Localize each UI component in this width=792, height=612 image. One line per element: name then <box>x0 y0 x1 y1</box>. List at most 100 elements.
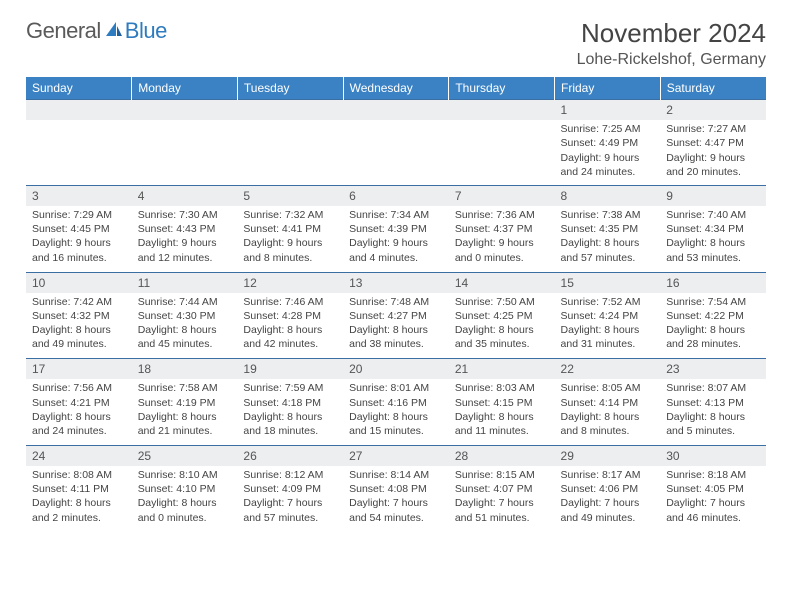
day-detail-cell <box>343 120 449 185</box>
day-detail-row: Sunrise: 7:29 AMSunset: 4:45 PM Daylight:… <box>26 206 766 272</box>
day-number-cell: 27 <box>343 445 449 466</box>
sunset-text: Sunset: 4:22 PM <box>666 309 760 323</box>
daylight-text: and 45 minutes. <box>138 337 232 351</box>
sunset-text: Sunset: 4:37 PM <box>455 222 549 236</box>
sunrise-text: Sunrise: 7:56 AM <box>32 381 126 395</box>
daylight-text: Daylight: 9 hours <box>666 151 760 165</box>
sunrise-text: Sunrise: 7:46 AM <box>243 295 337 309</box>
calendar-table: Sunday Monday Tuesday Wednesday Thursday… <box>26 77 766 532</box>
daylight-text: and 12 minutes. <box>138 251 232 265</box>
sunset-text: Sunset: 4:41 PM <box>243 222 337 236</box>
sunrise-text: Sunrise: 7:29 AM <box>32 208 126 222</box>
daylight-text: Daylight: 9 hours <box>349 236 443 250</box>
day-detail-cell: Sunrise: 7:30 AMSunset: 4:43 PMDaylight:… <box>132 206 238 272</box>
sunrise-text: Sunrise: 7:44 AM <box>138 295 232 309</box>
daylight-text: Daylight: 8 hours <box>32 496 126 510</box>
day-detail-cell: Sunrise: 8:05 AMSunset: 4:14 PMDaylight:… <box>555 379 661 445</box>
day-number-cell: 17 <box>26 359 132 380</box>
day-detail-cell: Sunrise: 7:42 AMSunset: 4:32 PMDaylight:… <box>26 293 132 359</box>
weekday-header: Tuesday <box>237 77 343 100</box>
day-number-cell: 12 <box>237 272 343 293</box>
day-number-cell: 20 <box>343 359 449 380</box>
day-number-row: 17181920212223 <box>26 359 766 380</box>
daylight-text: Daylight: 7 hours <box>243 496 337 510</box>
day-detail-cell: Sunrise: 7:40 AMSunset: 4:34 PMDaylight:… <box>660 206 766 272</box>
day-detail-cell: Sunrise: 8:01 AMSunset: 4:16 PMDaylight:… <box>343 379 449 445</box>
daylight-text: and 53 minutes. <box>666 251 760 265</box>
day-number-cell <box>449 100 555 121</box>
sunrise-text: Sunrise: 8:05 AM <box>561 381 655 395</box>
daylight-text: and 0 minutes. <box>455 251 549 265</box>
sunset-text: Sunset: 4:25 PM <box>455 309 549 323</box>
day-detail-cell: Sunrise: 7:25 AMSunset: 4:49 PMDaylight:… <box>555 120 661 185</box>
sail-icon <box>104 18 124 44</box>
daylight-text: and 4 minutes. <box>349 251 443 265</box>
day-detail-cell: Sunrise: 7:54 AMSunset: 4:22 PMDaylight:… <box>660 293 766 359</box>
day-number-cell: 21 <box>449 359 555 380</box>
sunset-text: Sunset: 4:16 PM <box>349 396 443 410</box>
day-number-row: 24252627282930 <box>26 445 766 466</box>
day-number-cell: 23 <box>660 359 766 380</box>
day-detail-cell: Sunrise: 7:29 AMSunset: 4:45 PMDaylight:… <box>26 206 132 272</box>
daylight-text: and 2 minutes. <box>32 511 126 525</box>
sunrise-text: Sunrise: 8:08 AM <box>32 468 126 482</box>
sunrise-text: Sunrise: 8:10 AM <box>138 468 232 482</box>
daylight-text: and 54 minutes. <box>349 511 443 525</box>
day-number-cell: 10 <box>26 272 132 293</box>
sunset-text: Sunset: 4:43 PM <box>138 222 232 236</box>
day-number-cell: 30 <box>660 445 766 466</box>
day-detail-cell <box>132 120 238 185</box>
daylight-text: Daylight: 8 hours <box>32 410 126 424</box>
weekday-header: Thursday <box>449 77 555 100</box>
daylight-text: and 57 minutes. <box>561 251 655 265</box>
daylight-text: and 35 minutes. <box>455 337 549 351</box>
daylight-text: Daylight: 8 hours <box>243 323 337 337</box>
day-detail-cell: Sunrise: 8:07 AMSunset: 4:13 PMDaylight:… <box>660 379 766 445</box>
daylight-text: and 5 minutes. <box>666 424 760 438</box>
sunset-text: Sunset: 4:27 PM <box>349 309 443 323</box>
day-detail-cell: Sunrise: 7:36 AMSunset: 4:37 PMDaylight:… <box>449 206 555 272</box>
daylight-text: Daylight: 8 hours <box>561 410 655 424</box>
day-detail-cell <box>449 120 555 185</box>
day-number-cell <box>343 100 449 121</box>
sunset-text: Sunset: 4:30 PM <box>138 309 232 323</box>
daylight-text: and 49 minutes. <box>561 511 655 525</box>
sunrise-text: Sunrise: 7:52 AM <box>561 295 655 309</box>
sunset-text: Sunset: 4:34 PM <box>666 222 760 236</box>
day-detail-row: Sunrise: 7:25 AMSunset: 4:49 PMDaylight:… <box>26 120 766 185</box>
sunrise-text: Sunrise: 7:40 AM <box>666 208 760 222</box>
sunrise-text: Sunrise: 8:15 AM <box>455 468 549 482</box>
day-number-cell: 24 <box>26 445 132 466</box>
sunrise-text: Sunrise: 8:17 AM <box>561 468 655 482</box>
daylight-text: and 28 minutes. <box>666 337 760 351</box>
day-detail-cell: Sunrise: 7:58 AMSunset: 4:19 PMDaylight:… <box>132 379 238 445</box>
daylight-text: and 46 minutes. <box>666 511 760 525</box>
sunrise-text: Sunrise: 7:27 AM <box>666 122 760 136</box>
day-number-row: 3456789 <box>26 185 766 206</box>
daylight-text: and 8 minutes. <box>243 251 337 265</box>
daylight-text: and 42 minutes. <box>243 337 337 351</box>
day-number-cell: 26 <box>237 445 343 466</box>
day-detail-cell: Sunrise: 8:17 AMSunset: 4:06 PMDaylight:… <box>555 466 661 532</box>
sunrise-text: Sunrise: 8:14 AM <box>349 468 443 482</box>
day-number-cell: 3 <box>26 185 132 206</box>
day-detail-cell: Sunrise: 7:59 AMSunset: 4:18 PMDaylight:… <box>237 379 343 445</box>
sunset-text: Sunset: 4:07 PM <box>455 482 549 496</box>
daylight-text: Daylight: 8 hours <box>455 410 549 424</box>
day-detail-cell: Sunrise: 8:15 AMSunset: 4:07 PMDaylight:… <box>449 466 555 532</box>
day-detail-cell: Sunrise: 8:08 AMSunset: 4:11 PMDaylight:… <box>26 466 132 532</box>
daylight-text: and 11 minutes. <box>455 424 549 438</box>
sunset-text: Sunset: 4:45 PM <box>32 222 126 236</box>
daylight-text: Daylight: 7 hours <box>666 496 760 510</box>
sunrise-text: Sunrise: 7:34 AM <box>349 208 443 222</box>
day-number-cell <box>26 100 132 121</box>
daylight-text: Daylight: 9 hours <box>561 151 655 165</box>
sunset-text: Sunset: 4:35 PM <box>561 222 655 236</box>
day-detail-cell: Sunrise: 8:10 AMSunset: 4:10 PMDaylight:… <box>132 466 238 532</box>
daylight-text: and 16 minutes. <box>32 251 126 265</box>
sunrise-text: Sunrise: 7:50 AM <box>455 295 549 309</box>
daylight-text: Daylight: 9 hours <box>138 236 232 250</box>
sunset-text: Sunset: 4:10 PM <box>138 482 232 496</box>
sunset-text: Sunset: 4:19 PM <box>138 396 232 410</box>
day-detail-cell: Sunrise: 7:38 AMSunset: 4:35 PMDaylight:… <box>555 206 661 272</box>
